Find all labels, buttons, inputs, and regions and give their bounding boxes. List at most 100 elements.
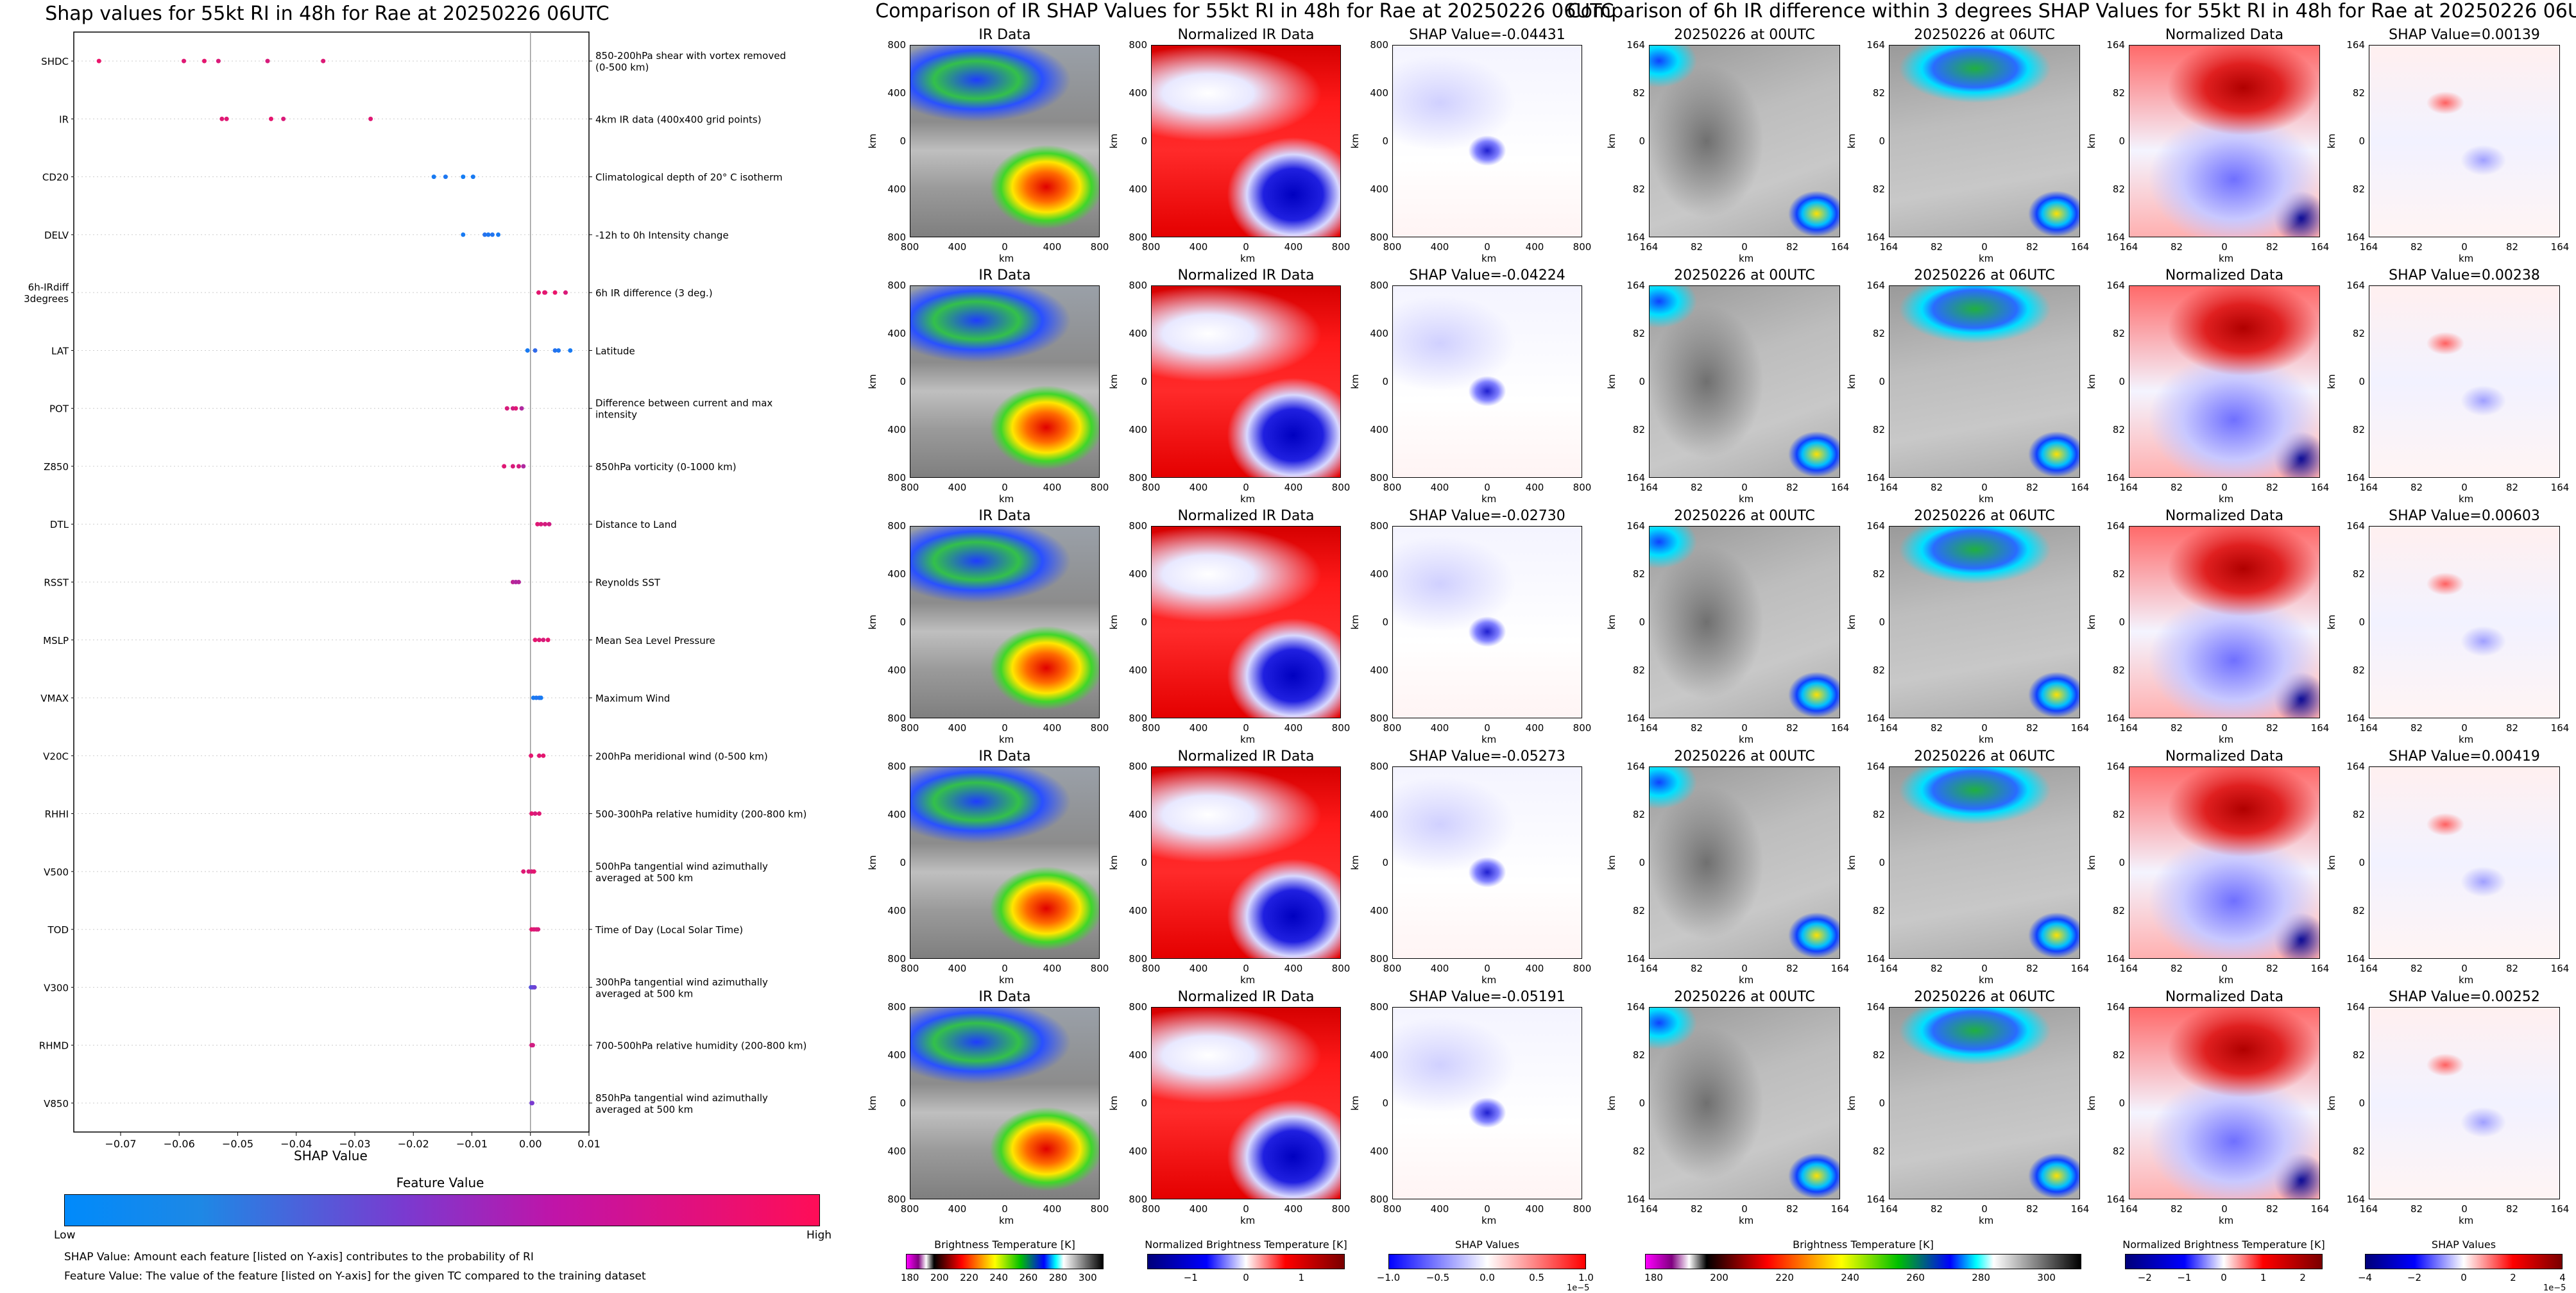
x-unit-label: km	[1240, 253, 1256, 264]
ytick-label: 82	[1632, 328, 1645, 339]
xtick-label: 400	[1430, 482, 1449, 493]
ytick-label: 0	[2358, 857, 2365, 868]
y-unit-label: km	[2326, 133, 2337, 149]
shap-point	[216, 58, 221, 63]
xtick-label: 800	[1090, 722, 1109, 734]
xtick-label: 0	[1002, 1203, 1008, 1215]
xtick-label: 0	[1243, 241, 1249, 253]
colorbar-label-bt1: Brightness Temperature [K]	[934, 1238, 1075, 1251]
y-unit-label: km	[1108, 133, 1120, 149]
image-panel-dshap	[2369, 1007, 2560, 1199]
feature-description-label: averaged at 500 km	[595, 872, 693, 884]
ytick-label: 82	[1632, 87, 1645, 99]
xtick-label: 800	[1141, 963, 1161, 974]
xtick-label: 82	[2265, 1203, 2279, 1215]
note-shap-value: SHAP Value: Amount each feature [listed …	[64, 1251, 534, 1263]
shap-point	[556, 348, 561, 353]
x-unit-label: km	[1481, 493, 1497, 505]
shap-point	[482, 232, 488, 237]
ytick-label: 82	[2112, 568, 2125, 580]
xtick-label: 82	[2170, 241, 2183, 253]
ytick-label: 0	[1879, 857, 1885, 868]
ytick-label: 164	[2106, 280, 2125, 291]
feature-description-label: intensity	[595, 409, 637, 421]
colorbar-tick-label: 0	[2221, 1272, 2227, 1283]
xtick-label: 164	[2119, 482, 2138, 493]
xtick-label: 164	[1830, 482, 1850, 493]
xtick-label: 82	[1930, 963, 1943, 974]
xtick-label: 82	[1786, 482, 1799, 493]
x-unit-label: km	[2459, 974, 2474, 986]
ytick-label: 400	[887, 664, 906, 676]
ytick-label: 82	[1872, 809, 1885, 820]
x-unit-label: km	[999, 974, 1014, 986]
shap-point	[541, 638, 546, 643]
panel-title-norm: Normalized Data	[2165, 267, 2284, 283]
xtick-label: 0	[1484, 1203, 1490, 1215]
ytick-label: 0	[2119, 616, 2125, 628]
y-unit-label: km	[2326, 614, 2337, 630]
xtick-label: 400	[1043, 241, 1062, 253]
y-unit-label: km	[1349, 133, 1361, 149]
panel-title-t00: 20250226 at 00UTC	[1674, 508, 1815, 524]
ytick-label: 0	[900, 616, 906, 628]
x-unit-label: km	[2219, 1215, 2234, 1226]
ytick-label: 164	[2106, 520, 2125, 532]
ytick-label: 800	[887, 713, 906, 724]
y-unit-label: km	[2326, 374, 2337, 389]
colorbar-tick-label: 0	[1243, 1272, 1249, 1283]
panel-title-ir: IR Data	[978, 989, 1031, 1005]
feature-description-label: 6h IR difference (3 deg.)	[595, 287, 713, 299]
xtick-label: 800	[1383, 241, 1402, 253]
image-panel-t06	[1889, 526, 2080, 718]
image-panel-ir	[910, 285, 1100, 478]
shap-point	[461, 174, 466, 180]
colorbar-tick-label: 280	[1972, 1272, 1990, 1283]
xtick-label: 82	[1930, 482, 1943, 493]
shap-point	[219, 116, 225, 121]
xtick-label: 0	[1484, 722, 1490, 734]
shap-point	[536, 638, 542, 643]
xtick-label: 164	[1879, 241, 1898, 253]
xtick-label: 400	[1525, 241, 1544, 253]
xtick-label: 400	[1525, 963, 1544, 974]
ytick-label: 82	[1872, 664, 1885, 676]
shap-point	[538, 695, 543, 700]
feature-description-label: Climatological depth of 20° C isotherm	[595, 172, 783, 183]
ytick-label: 82	[1632, 1145, 1645, 1157]
xtick-label: 400	[1430, 963, 1449, 974]
colorbar-tick-label: 240	[1841, 1272, 1859, 1283]
y-unit-label: km	[1349, 1095, 1361, 1111]
xtick-label: 0	[1981, 963, 1988, 974]
ytick-label: 0	[1382, 1097, 1388, 1109]
ytick-label: 82	[2352, 664, 2365, 676]
ytick-label: 800	[887, 472, 906, 484]
feature-name-label: IR	[59, 114, 69, 125]
xtick-label: 164	[2550, 241, 2570, 253]
image-panel-dshap	[2369, 45, 2560, 237]
x-unit-label: km	[2459, 734, 2474, 745]
ytick-label: 164	[1866, 232, 1885, 243]
xtick-label: 82	[2410, 1203, 2423, 1215]
y-unit-label: km	[2326, 1095, 2337, 1111]
panel-title-norm_ir: Normalized IR Data	[1177, 508, 1315, 524]
image-panel-norm_ir	[1151, 285, 1341, 478]
shap-point	[529, 1101, 534, 1106]
panel-title-shap: SHAP Value=-0.04224	[1409, 267, 1565, 283]
shap-point	[533, 348, 538, 353]
ytick-label: 0	[1382, 135, 1388, 147]
xtick-label: 164	[1830, 1203, 1850, 1215]
xtick-label: 0	[1981, 722, 1988, 734]
image-panel-t06	[1889, 1007, 2080, 1199]
xtick-label: 800	[1141, 482, 1161, 493]
colorbar-tick-label: 180	[1644, 1272, 1663, 1283]
ytick-label: 800	[1370, 1194, 1388, 1205]
feature-name-label: TOD	[47, 924, 69, 936]
ytick-label: 82	[1872, 424, 1885, 435]
shap-point	[504, 406, 509, 411]
xtick-label: 0	[1981, 482, 1988, 493]
y-unit-label: km	[1846, 133, 1857, 149]
ytick-label: 82	[2112, 664, 2125, 676]
xtick-label: 82	[2410, 963, 2423, 974]
xtick-label: 82	[1786, 1203, 1799, 1215]
